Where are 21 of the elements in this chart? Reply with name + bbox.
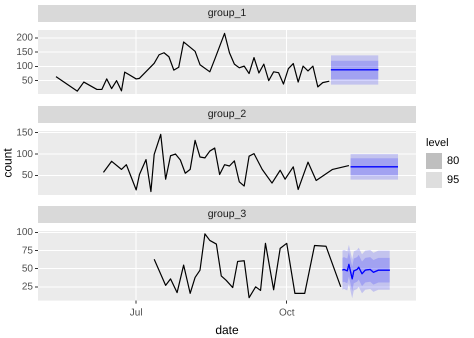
y-tick-label: 50 xyxy=(22,263,34,274)
y-tick-label: 25 xyxy=(22,282,34,293)
y-tick-label: 150 xyxy=(16,127,34,138)
x-tick-label: Oct xyxy=(278,307,295,318)
chart-title: group_1 xyxy=(38,5,416,22)
y-tick-label: 150 xyxy=(16,46,34,58)
y-tick-label: 200 xyxy=(16,32,34,44)
text: 80 xyxy=(447,155,460,167)
legend-title: level xyxy=(426,137,450,149)
y-tick-label: 100 xyxy=(16,61,34,72)
text: 95 xyxy=(447,174,460,186)
y-tick-label: 50 xyxy=(22,75,34,86)
chart-title: group_2 xyxy=(38,106,416,123)
y-axis-title: count xyxy=(0,148,14,178)
y-tick-label: 75 xyxy=(22,245,34,256)
y-tick-label: 100 xyxy=(16,148,34,160)
x-tick-label: Jul xyxy=(130,307,143,318)
y-tick-label: 50 xyxy=(22,170,34,182)
y-tick-label: 100 xyxy=(16,227,34,238)
x-axis-title: date xyxy=(215,323,239,338)
chart-title: group_3 xyxy=(38,206,416,223)
